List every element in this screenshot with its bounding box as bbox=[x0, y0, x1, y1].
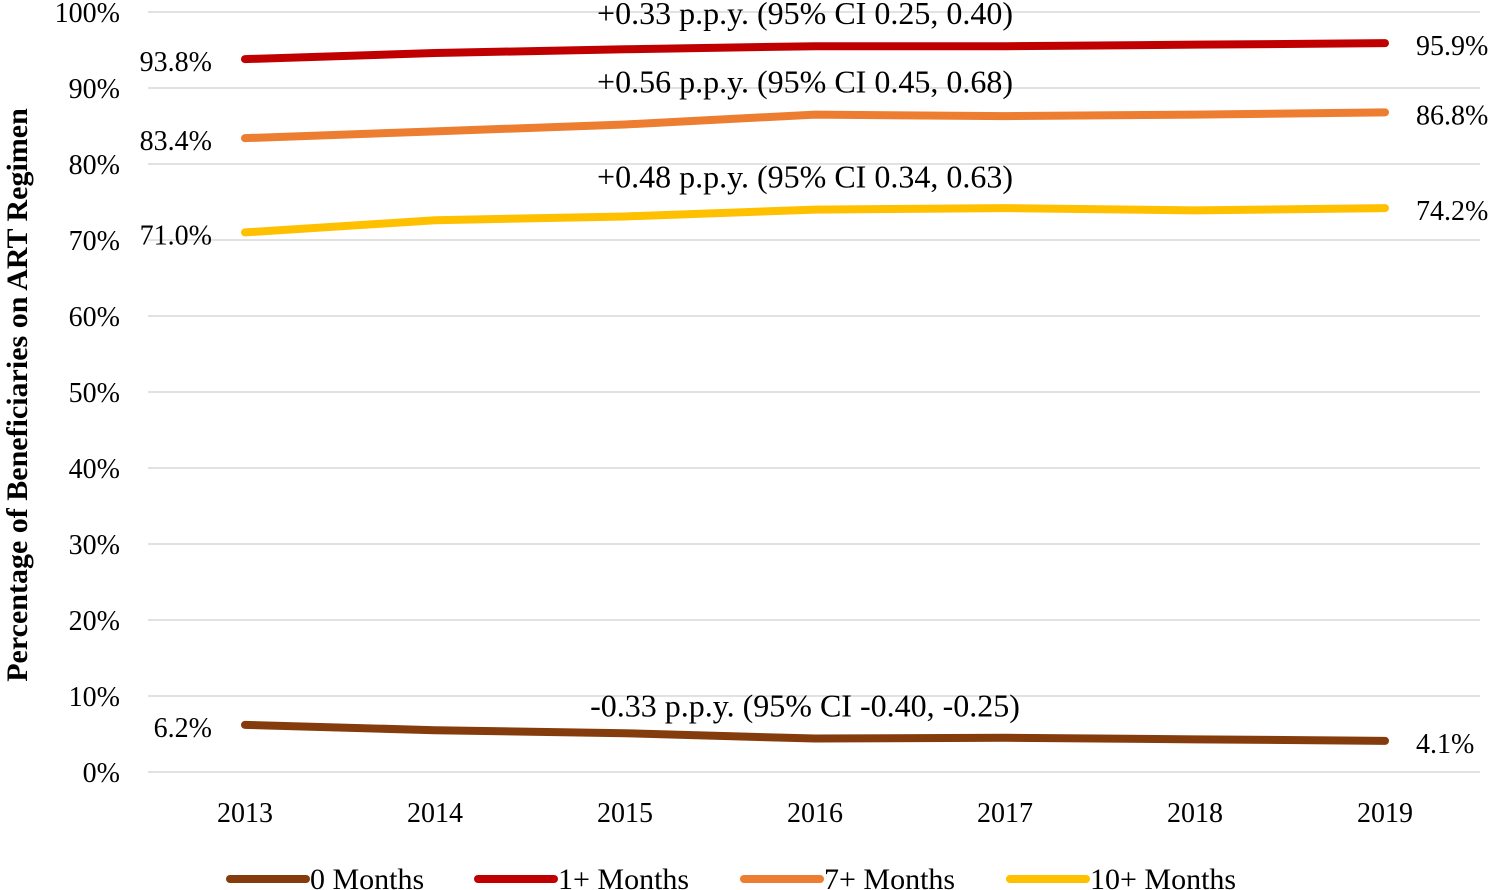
y-tick-label: 70% bbox=[69, 226, 120, 257]
y-tick-label: 40% bbox=[69, 454, 120, 485]
x-tick-label: 2016 bbox=[787, 798, 843, 829]
x-tick-label: 2017 bbox=[977, 798, 1033, 829]
series-line-0-months bbox=[241, 720, 1389, 745]
start-value-label: 93.8% bbox=[140, 47, 212, 78]
end-value-label: 86.8% bbox=[1416, 100, 1488, 131]
x-tick-label: 2018 bbox=[1167, 798, 1223, 829]
y-tick-label: 100% bbox=[55, 0, 120, 29]
y-tick-label: 60% bbox=[69, 302, 120, 333]
x-axis-ticks: 2013 2014 2015 2016 2017 2018 2019 bbox=[217, 798, 1413, 829]
series-lines bbox=[241, 39, 1389, 745]
y-tick-label: 90% bbox=[69, 74, 120, 105]
end-value-label: 4.1% bbox=[1416, 729, 1474, 760]
trend-annotation: -0.33 p.p.y. (95% CI -0.40, -0.25) bbox=[590, 688, 1020, 724]
end-value-label: 74.2% bbox=[1416, 196, 1488, 227]
start-value-label: 83.4% bbox=[140, 126, 212, 157]
gridlines bbox=[148, 11, 1480, 773]
trend-annotations: -0.33 p.p.y. (95% CI -0.40, -0.25) +0.33 … bbox=[590, 0, 1020, 724]
series-line-1-months bbox=[241, 39, 1389, 64]
y-axis-ticks: 0% 10% 20% 30% 40% 50% 60% 70% 80% 90% 100% bbox=[55, 0, 120, 789]
legend-label: 7+ Months bbox=[824, 863, 955, 890]
end-value-label: 95.9% bbox=[1416, 31, 1488, 62]
x-tick-label: 2013 bbox=[217, 798, 273, 829]
legend-label: 1+ Months bbox=[558, 863, 689, 890]
legend-label: 10+ Months bbox=[1090, 863, 1236, 890]
series-line-7-months bbox=[241, 108, 1389, 143]
y-tick-label: 0% bbox=[83, 758, 120, 789]
legend: 0 Months 1+ Months 7+ Months 10+ Months bbox=[226, 863, 1236, 890]
y-axis-title: Percentage of Beneficiaries on ART Regim… bbox=[1, 108, 34, 682]
start-value-label: 6.2% bbox=[154, 713, 212, 744]
y-tick-label: 10% bbox=[69, 682, 120, 713]
series-line-10-months bbox=[241, 204, 1389, 237]
y-tick-label: 20% bbox=[69, 606, 120, 637]
trend-annotation: +0.33 p.p.y. (95% CI 0.25, 0.40) bbox=[597, 0, 1013, 31]
y-tick-label: 50% bbox=[69, 378, 120, 409]
y-tick-label: 30% bbox=[69, 530, 120, 561]
trend-annotation: +0.56 p.p.y. (95% CI 0.45, 0.68) bbox=[597, 64, 1013, 100]
x-tick-label: 2019 bbox=[1357, 798, 1413, 829]
y-tick-label: 80% bbox=[69, 150, 120, 181]
legend-label: 0 Months bbox=[310, 863, 424, 890]
trend-annotation: +0.48 p.p.y. (95% CI 0.34, 0.63) bbox=[597, 159, 1013, 195]
start-value-label: 71.0% bbox=[140, 220, 212, 251]
data-labels: 6.2% 4.1% 93.8% 95.9% 83.4% 86.8% 71.0% 74.2% bbox=[140, 31, 1489, 760]
x-tick-label: 2014 bbox=[407, 798, 463, 829]
x-tick-label: 2015 bbox=[597, 798, 653, 829]
